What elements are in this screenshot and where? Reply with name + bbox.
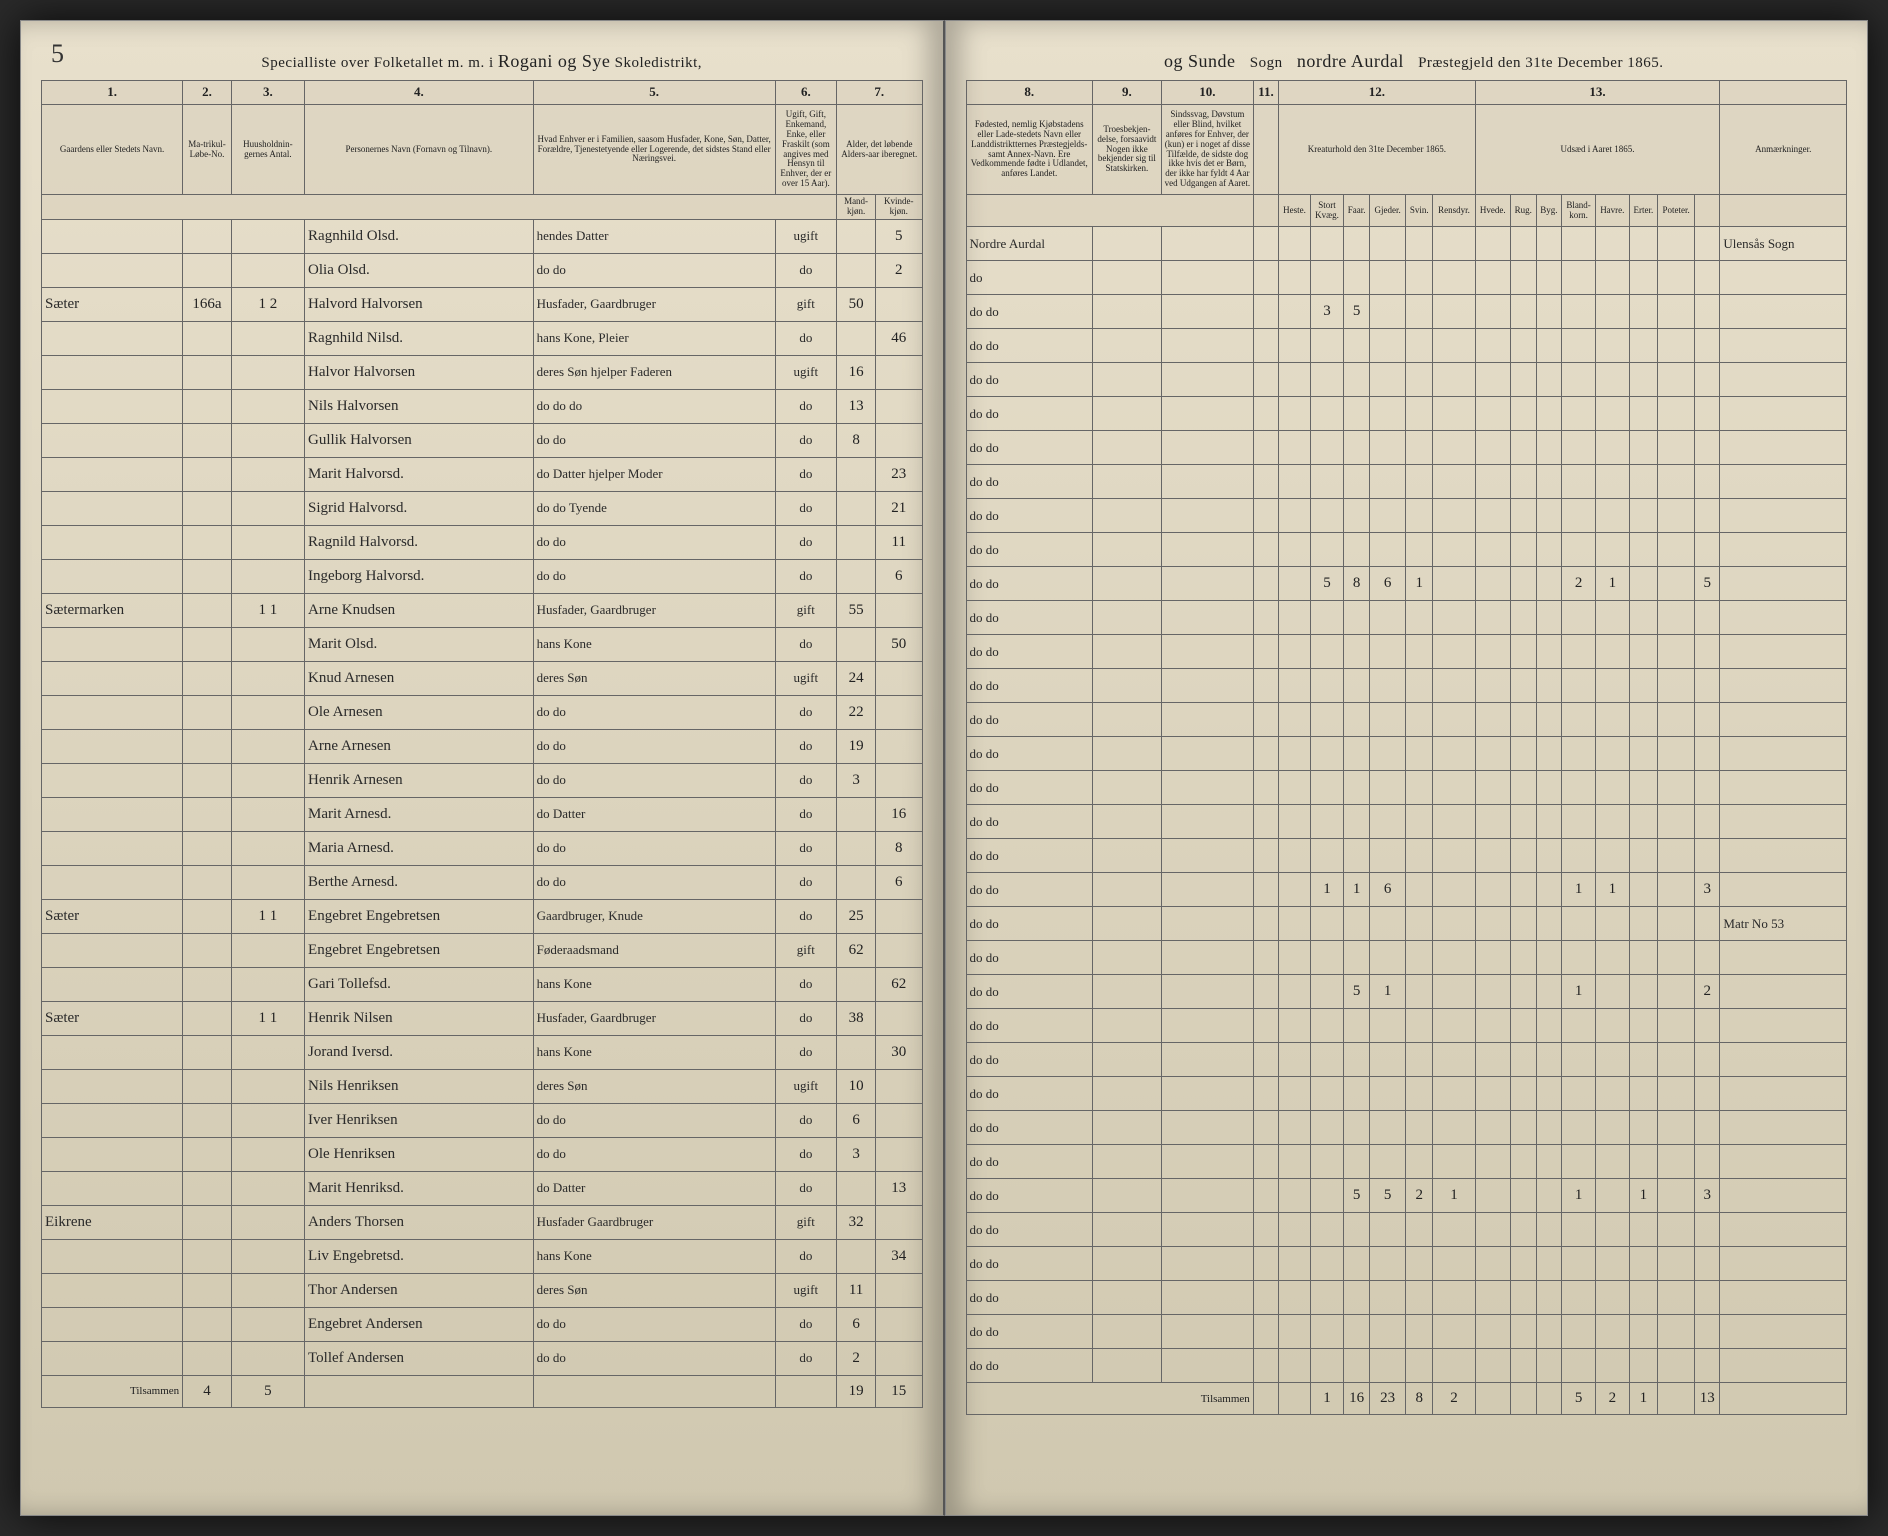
table-row: do do35 [966,295,1847,329]
table-row: Sigrid Halvorsd.do do Tyendedo21 [42,491,923,525]
table-row: Sæter1 1Henrik NilsenHusfader, Gaardbrug… [42,1001,923,1035]
table-row: Ole Arnesendo dodo22 [42,695,923,729]
table-row: Arne Arnesendo dodo19 [42,729,923,763]
column-number-row: 1. 2. 3. 4. 5. 6. 7. [42,81,923,105]
table-row: Thor Andersenderes Sønugift11 [42,1273,923,1307]
table-row: Maria Arnesd.do dodo8 [42,831,923,865]
table-row: do do [966,431,1847,465]
page-header: Specialliste over Folketallet m. m. i Ro… [41,51,923,72]
census-table-right: 8. 9. 10. 11. 12. 13. Fødested, nemlig K… [966,80,1848,1415]
table-row: do do [966,669,1847,703]
table-row: do doMatr No 53 [966,907,1847,941]
table-row: Liv Engebretsd.hans Konedo34 [42,1239,923,1273]
table-row: do do [966,1077,1847,1111]
table-row: do [966,261,1847,295]
table-row: do do [966,1213,1847,1247]
sub-header-row: Heste. Stort Kvæg. Faar. Gjeder. Svin. R… [966,195,1847,227]
table-row: do do5112 [966,975,1847,1009]
age-subheader-row: Mand-kjøn. Kvinde-kjøn. [42,195,923,220]
table-row: Ragnhild Olsd.hendes Datterugift5 [42,219,923,253]
table-row: do do [966,1247,1847,1281]
table-row: Henrik Arnesendo dodo3 [42,763,923,797]
table-row: do do [966,1281,1847,1315]
census-ledger-book: 5 Specialliste over Folketallet m. m. i … [20,20,1868,1516]
table-row: do do5861215 [966,567,1847,601]
table-row: do do [966,1111,1847,1145]
table-row: Marit Olsd.hans Konedo50 [42,627,923,661]
table-row: Gullik Halvorsendo dodo8 [42,423,923,457]
table-row: do do [966,1145,1847,1179]
table-row: do do [966,737,1847,771]
table-row: do do [966,397,1847,431]
table-row: do do [966,771,1847,805]
table-row: Knud Arnesenderes Sønugift24 [42,661,923,695]
census-table-left: 1. 2. 3. 4. 5. 6. 7. Gaardens eller Sted… [41,80,923,1408]
table-row: Nils Henriksenderes Sønugift10 [42,1069,923,1103]
table-row: Ole Henriksendo dodo3 [42,1137,923,1171]
table-row: do do [966,1349,1847,1383]
table-row: Berthe Arnesd.do dodo6 [42,865,923,899]
table-row: do do [966,1043,1847,1077]
table-row: do do [966,533,1847,567]
table-row: Engebret EngebretsenFøderaadsmandgift62 [42,933,923,967]
table-row: Ragnhild Nilsd.hans Kone, Pleierdo46 [42,321,923,355]
table-row: do do [966,499,1847,533]
column-label-row: Gaardens eller Stedets Navn. Ma-trikul-L… [42,105,923,195]
page-header-right: og Sunde Sogn nordre Aurdal Præstegjeld … [966,51,1848,72]
right-page: og Sunde Sogn nordre Aurdal Præstegjeld … [945,20,1869,1516]
table-row: Ragnild Halvorsd.do dodo11 [42,525,923,559]
table-row: Jorand Iversd.hans Konedo30 [42,1035,923,1069]
table-row: Marit Halvorsd.do Datter hjelper Moderdo… [42,457,923,491]
table-row: Marit Henriksd.do Datterdo13 [42,1171,923,1205]
table-row: Sæter166a1 2Halvord HalvorsenHusfader, G… [42,287,923,321]
table-row: Marit Arnesd.do Datterdo16 [42,797,923,831]
table-row: do do [966,703,1847,737]
table-row: Nils Halvorsendo do dodo13 [42,389,923,423]
totals-row-left: Tilsammen 4 5 19 15 [42,1375,923,1407]
totals-row-right: Tilsammen 1 16 23 8 2 5 2 1 13 [966,1383,1847,1415]
table-row: Olia Olsd.do dodo2 [42,253,923,287]
table-row: do do [966,635,1847,669]
table-row: do do [966,1009,1847,1043]
table-row: Sætermarken1 1Arne KnudsenHusfader, Gaar… [42,593,923,627]
table-row: Ingeborg Halvorsd.do dodo6 [42,559,923,593]
page-number: 5 [51,39,64,69]
column-number-row: 8. 9. 10. 11. 12. 13. [966,81,1847,105]
table-row: do do [966,839,1847,873]
table-row: do do [966,1315,1847,1349]
left-page: 5 Specialliste over Folketallet m. m. i … [20,20,945,1516]
table-row: do do [966,601,1847,635]
table-row: EikreneAnders ThorsenHusfader Gaardbruge… [42,1205,923,1239]
table-row: do do [966,805,1847,839]
table-row: Tollef Andersendo dodo2 [42,1341,923,1375]
table-row: do do [966,941,1847,975]
table-row: Halvor Halvorsenderes Søn hjelper Fadere… [42,355,923,389]
table-row: do do [966,363,1847,397]
table-row: do do116113 [966,873,1847,907]
table-row: Nordre AurdalUlensås Sogn [966,227,1847,261]
column-label-row: Fødested, nemlig Kjøbstadens eller Lade-… [966,105,1847,195]
table-row: do do5521113 [966,1179,1847,1213]
table-row: Iver Henriksendo dodo6 [42,1103,923,1137]
table-row: do do [966,329,1847,363]
table-row: do do [966,465,1847,499]
table-row: Gari Tollefsd.hans Konedo62 [42,967,923,1001]
table-row: Sæter1 1Engebret EngebretsenGaardbruger,… [42,899,923,933]
table-row: Engebret Andersendo dodo6 [42,1307,923,1341]
